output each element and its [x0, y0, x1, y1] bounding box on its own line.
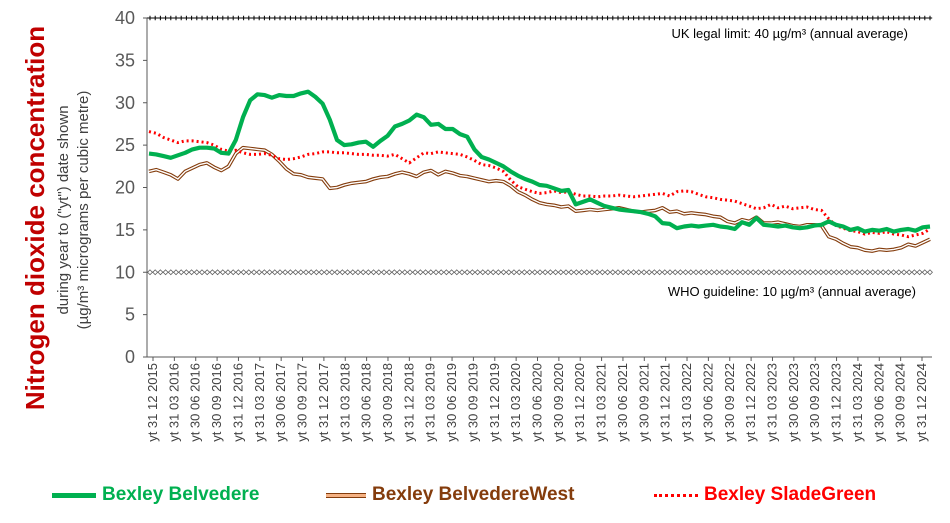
x-tick-label: yt 31 03 2017 [252, 363, 267, 442]
axes [146, 18, 932, 358]
series-line-belvedere [148, 89, 931, 234]
x-tick-label: yt 30 09 2021 [636, 363, 651, 442]
x-tick-label: yt 31 12 2022 [743, 363, 758, 442]
y-tick-label: 35 [115, 50, 135, 70]
x-tick-label: yt 30 06 2020 [530, 363, 545, 442]
x-tick-label: yt 30 06 2017 [273, 363, 288, 442]
x-tick-label: yt 31 03 2023 [764, 363, 779, 442]
x-tick-labels: yt 31 12 2015 yt 31 03 2016 yt 30 06 2016 y… [145, 357, 929, 442]
x-tick-label: yt 31 03 2022 [679, 363, 694, 442]
nitrogen-dioxide-chart: Nitrogen dioxide concentration during ye… [20, 8, 933, 442]
who-guideline-label: WHO guideline: 10 µg/m³ (annual average) [668, 284, 916, 299]
x-tick-label: yt 31 12 2020 [572, 363, 587, 442]
who-guideline-line [147, 269, 933, 276]
x-tick-label: yt 30 09 2024 [893, 363, 908, 442]
x-tick-label: yt 30 06 2019 [444, 363, 459, 442]
x-tick-label: yt 31 12 2024 [914, 363, 929, 442]
x-tick-label: yt 30 06 2024 [871, 363, 886, 442]
y-axis-title: Nitrogen dioxide concentration [20, 26, 50, 410]
y-tick-label: 5 [125, 305, 135, 325]
x-tick-label: yt 30 06 2021 [615, 363, 630, 442]
uk-limit-label: UK legal limit: 40 µg/m³ (annual average… [671, 26, 908, 41]
y-tick-label: 30 [115, 93, 135, 113]
legend: Bexley Belvedere Bexley BelvedereWest Be… [0, 482, 950, 508]
legend-label-slade-green: Bexley SladeGreen [704, 484, 877, 505]
y-tick-label: 15 [115, 220, 135, 240]
legend-item-belvedere-west: Bexley BelvedereWest [326, 482, 574, 508]
x-tick-label: yt 31 03 2016 [166, 363, 181, 442]
y-axis-subtitle-1: during year to ("yt") date shown [55, 105, 72, 314]
x-tick-label: yt 30 06 2023 [786, 363, 801, 442]
x-tick-label: yt 30 06 2018 [359, 363, 374, 442]
legend-item-belvedere: Bexley Belvedere [52, 482, 259, 508]
x-tick-label: yt 31 12 2015 [145, 363, 160, 442]
legend-swatch-slade-green [654, 493, 698, 497]
x-tick-label: yt 30 09 2017 [295, 363, 310, 442]
x-tick-label: yt 31 12 2018 [401, 363, 416, 442]
legend-label-belvedere: Bexley Belvedere [102, 484, 260, 505]
x-tick-label: yt 31 03 2024 [850, 363, 865, 442]
y-tick-label: 20 [115, 178, 135, 198]
x-tick-label: yt 31 12 2016 [230, 363, 245, 442]
legend-swatch-belvedere-west [326, 492, 366, 498]
y-axis-title-group: Nitrogen dioxide concentration during ye… [20, 26, 92, 410]
x-tick-label: yt 31 12 2023 [829, 363, 844, 442]
reference-lines [147, 15, 933, 276]
x-tick-label: yt 31 03 2021 [594, 363, 609, 442]
x-tick-label: yt 31 03 2018 [337, 363, 352, 442]
x-tick-label: yt 31 03 2020 [508, 363, 523, 442]
x-tick-label: yt 30 06 2022 [700, 363, 715, 442]
y-tick-label: 40 [115, 8, 135, 28]
x-tick-label: yt 30 09 2016 [209, 363, 224, 442]
uk-limit-line [147, 15, 933, 21]
x-tick-label: yt 30 06 2016 [188, 363, 203, 442]
legend-item-slade-green: Bexley SladeGreen [654, 482, 876, 508]
x-tick-label: yt 31 03 2019 [423, 363, 438, 442]
x-tick-label: yt 30 09 2018 [380, 363, 395, 442]
x-tick-label: yt 30 09 2020 [551, 363, 566, 442]
x-tick-label: yt 30 09 2023 [807, 363, 822, 442]
series-line-belvedere-west [148, 145, 931, 253]
y-axis-subtitle-2: (µg/m³ micrograms per cubic metre) [75, 91, 92, 330]
legend-label-belvedere-west: Bexley BelvedereWest [372, 484, 575, 505]
y-tick-labels: 0 5 10 15 20 25 30 35 40 [115, 8, 147, 367]
x-tick-label: yt 31 12 2021 [658, 363, 673, 442]
legend-swatch-belvedere [52, 492, 96, 498]
series-line-slade-green [148, 130, 931, 239]
x-tick-label: yt 30 09 2022 [722, 363, 737, 442]
reference-annotations: UK legal limit: 40 µg/m³ (annual average… [668, 26, 916, 299]
y-tick-label: 10 [115, 262, 135, 282]
x-tick-label: yt 31 12 2019 [487, 363, 502, 442]
y-tick-label: 25 [115, 135, 135, 155]
x-tick-label: yt 31 12 2017 [316, 363, 331, 442]
y-tick-label: 0 [125, 347, 135, 367]
series-lines [148, 89, 931, 253]
x-tick-label: yt 30 09 2019 [465, 363, 480, 442]
